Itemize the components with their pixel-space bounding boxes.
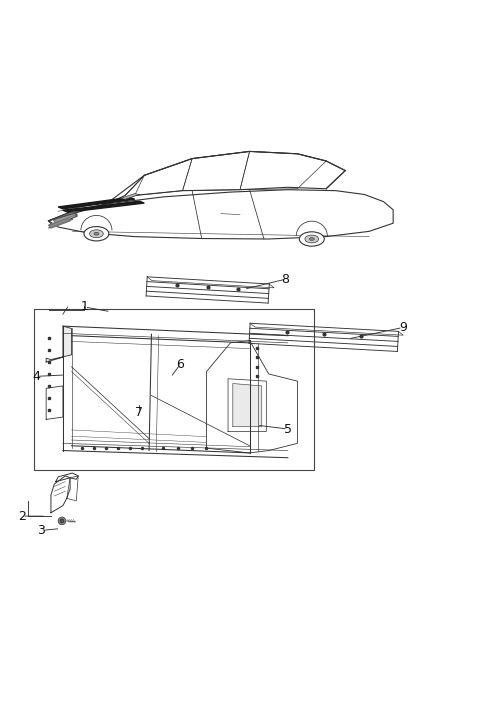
Polygon shape <box>63 201 144 212</box>
Text: 1: 1 <box>81 300 88 313</box>
Polygon shape <box>46 326 72 362</box>
Polygon shape <box>58 198 135 209</box>
Text: 9: 9 <box>399 321 407 334</box>
Text: 6: 6 <box>176 358 184 371</box>
Ellipse shape <box>90 230 103 237</box>
Polygon shape <box>48 219 70 228</box>
Text: 4: 4 <box>33 370 40 383</box>
Ellipse shape <box>84 227 109 241</box>
Text: 2: 2 <box>18 510 26 523</box>
Polygon shape <box>53 211 77 224</box>
Polygon shape <box>233 384 262 426</box>
Bar <box>34 309 314 470</box>
Text: 5: 5 <box>284 423 292 436</box>
Text: 8: 8 <box>281 273 289 286</box>
Circle shape <box>60 519 64 523</box>
Ellipse shape <box>305 235 319 243</box>
Text: 7: 7 <box>135 405 144 418</box>
Polygon shape <box>120 193 140 199</box>
Ellipse shape <box>300 232 324 246</box>
Circle shape <box>58 517 66 525</box>
Text: 3: 3 <box>37 524 45 537</box>
Ellipse shape <box>309 237 314 240</box>
Ellipse shape <box>94 232 99 235</box>
